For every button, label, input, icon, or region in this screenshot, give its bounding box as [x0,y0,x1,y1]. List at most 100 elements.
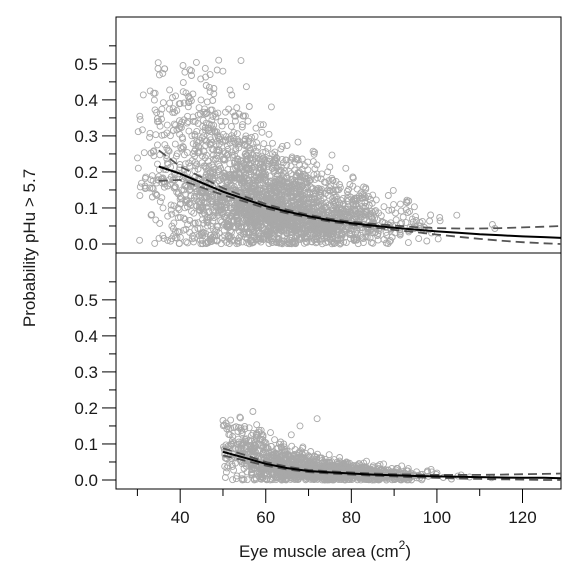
scatter-point [268,238,276,246]
x-tick-label: 60 [256,508,275,527]
scatter-point [196,110,204,118]
scatter-point [310,198,318,206]
scatter-point [147,211,155,219]
scatter-point [410,203,418,211]
scatter-point [233,104,241,112]
scatter-point [136,183,144,191]
scatter-point [189,150,197,158]
scatter-point [259,433,267,441]
scatter-point [179,62,187,69]
scatter-point [227,122,235,130]
chart-panels [115,16,562,490]
scatter-point [167,180,175,188]
scatter-point [241,136,249,143]
scatter-point [163,152,171,159]
scatter-point [199,232,207,240]
scatter-point [258,128,266,136]
scatter-point [318,235,326,243]
x-tick-label: 120 [508,508,536,527]
scatter-point [359,239,367,247]
scatter-point [246,218,254,225]
scatter-point [204,176,212,183]
scatter-point [197,96,205,104]
scatter-point [236,227,243,235]
scatter-point [327,182,335,190]
scatter-point [243,449,250,456]
scatter-point [202,240,210,248]
scatter-point [134,164,142,172]
scatter-point [183,119,191,127]
scatter-point [270,166,278,174]
scatter-point [164,161,172,169]
scatter-point [226,234,234,242]
scatter-point [371,214,379,222]
scatter-point [219,417,227,424]
scatter-point [198,152,206,160]
scatter-point [376,466,384,474]
scatter-point [250,144,258,152]
scatter-point [191,219,199,227]
scatter-point [302,175,310,183]
scatter-point [163,144,171,152]
scatter-point [275,473,283,481]
scatter-point [226,86,234,94]
scatter-point [136,236,144,244]
x-axis-title-main: Eye muscle area (cm [239,542,399,561]
y-tick-label: 0.5 [74,55,98,74]
scatter-point [230,466,238,474]
scatter-point [290,451,298,458]
scatter-point [138,126,146,134]
scatter-point [199,240,206,248]
scatter-point [303,225,311,233]
scatter-point [210,90,218,98]
scatter-point [185,127,193,135]
scatter-point [229,476,237,484]
scatter-point [427,211,435,219]
scatter-point [243,460,251,468]
scatter-point [187,67,195,75]
scatter-point [159,204,167,212]
scatter-point [299,231,307,239]
scatter-point [154,59,162,67]
scatter-point [193,160,201,168]
scatter-point [236,219,244,227]
scatter-point [146,87,154,95]
y-tick-label: 0.4 [74,327,98,346]
scatter-point [402,206,410,214]
scatter-point [218,171,226,179]
scatter-point [167,173,175,181]
scatter-point [436,214,444,221]
scatter-point [206,187,214,195]
scatter-point [134,154,141,162]
scatter-point [357,231,365,239]
scatter-point [250,229,258,237]
scatter-point [353,233,360,241]
scatter-point [176,130,184,138]
scatter-point [202,193,210,201]
scatter-point [200,108,208,116]
scatter-point [291,224,299,232]
scatter-point [355,460,363,468]
scatter-point [313,461,321,469]
scatter-point [246,436,254,444]
scatter-point [150,96,158,104]
scatter-point [322,179,330,187]
scatter-point [176,100,184,107]
scatter-point [295,187,303,195]
scatter-point [415,235,423,243]
scatter-point [166,86,174,94]
scatter-point [222,136,230,144]
scatter-point [211,155,219,163]
scatter-point [318,170,326,178]
scatter-point [194,225,202,232]
scatter-point [275,238,283,246]
scatter-point [235,424,242,431]
scatter-point [262,230,270,238]
scatter-point [344,195,351,202]
scatter-point [217,217,225,225]
y-tick-label: 0.1 [74,199,98,218]
scatter-point [196,225,204,233]
x-axis-title-end: ) [405,542,411,561]
scatter-point [334,213,342,221]
scatter-point [243,476,251,484]
